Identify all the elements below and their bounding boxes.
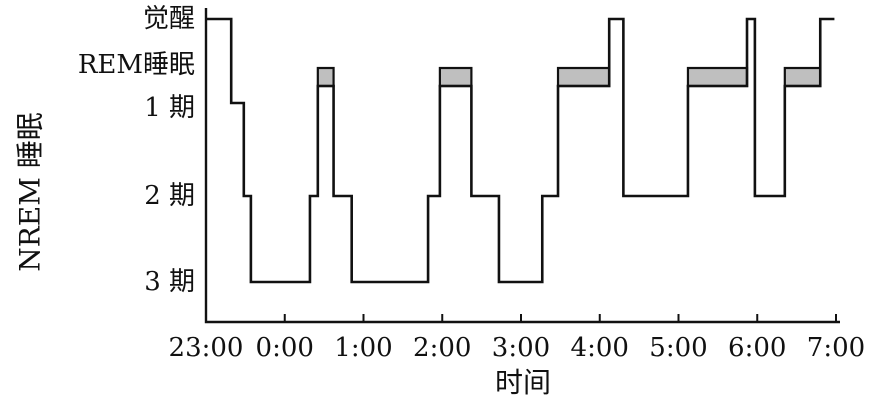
x-tick-label: 23:00 — [169, 333, 244, 363]
x-tick-label: 6:00 — [728, 333, 786, 363]
x-tick-label: 4:00 — [571, 333, 629, 363]
rem-block — [316, 66, 335, 88]
x-tick-labels: 23:00 0:00 1:00 2:00 3:00 4:00 5:00 6:00 7:00 — [169, 333, 866, 363]
x-axis-label: 时间 — [495, 366, 551, 399]
rem-block — [783, 66, 822, 88]
y-level-label-rem: REM睡眠 — [78, 50, 195, 80]
x-tick-label: 3:00 — [492, 333, 550, 363]
hypnogram-line — [206, 17, 835, 284]
x-tick-label: 7:00 — [807, 333, 865, 363]
y-level-label-n3: 3 期 — [144, 267, 195, 297]
rem-block — [556, 66, 611, 88]
x-tick-label: 2:00 — [413, 333, 471, 363]
y-tick-labels: 觉醒 REM睡眠 1 期 2 期 3 期 — [78, 4, 195, 297]
y-level-label-wake: 觉醒 — [143, 4, 195, 34]
chart-axes — [204, 8, 840, 324]
x-tick-label: 0:00 — [256, 333, 314, 363]
rem-block — [686, 66, 749, 88]
y-axis-label: NREM 睡眠 — [14, 112, 47, 272]
rem-block — [438, 66, 473, 88]
x-tick-label: 5:00 — [649, 333, 707, 363]
y-level-label-n2: 2 期 — [144, 181, 195, 211]
axis-lines — [204, 8, 840, 324]
x-tick-label: 1:00 — [334, 333, 392, 363]
y-level-label-n1: 1 期 — [144, 93, 195, 123]
rem-blocks — [316, 66, 822, 88]
